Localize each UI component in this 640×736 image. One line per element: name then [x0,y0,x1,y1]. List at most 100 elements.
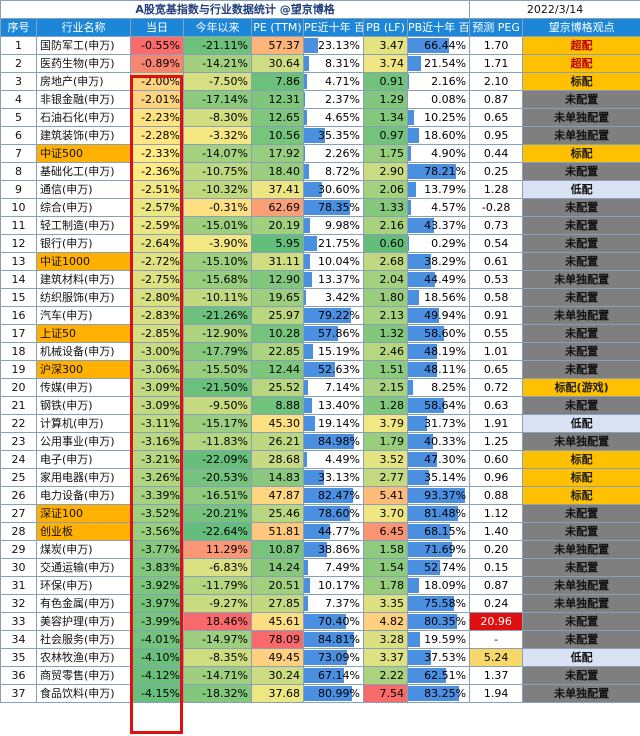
table-row: 10 综合(申万) -2.57% -0.31% 62.69 78.35% 1.33 4.57%… [0,198,640,217]
row-number: 7 [0,144,37,163]
row-pe-percentile-bar [304,236,317,251]
row-pe-percentile: 78.35% [303,198,364,217]
row-ytd-change: -12.90% [183,324,252,343]
row-pb: 2.77 [363,468,408,487]
row-pe-percentile-bar [304,542,327,557]
row-pb-percentile: 31.73% [406,414,471,433]
row-peg: 0.15 [469,558,524,577]
row-peg: 0.55 [469,324,524,343]
row-pe-percentile: 82.47% [303,486,364,505]
row-pb-percentile-value: 81.48% [424,507,467,520]
row-name: 综合(申万) [36,198,131,217]
row-pe: 25.46 [251,504,304,523]
row-day-change: -3.00% [130,342,184,361]
row-view: 标配 [522,486,640,505]
row-view: 未配置 [522,198,640,217]
row-pb-percentile: 0.29% [406,234,471,253]
row-peg: 0.61 [469,252,524,271]
row-ytd-change: -22.64% [183,522,252,541]
row-pe: 12.44 [251,360,304,379]
row-day-change: -2.33% [130,144,184,163]
row-pe-percentile-value: 4.49% [325,453,360,466]
row-peg: 0.53 [469,270,524,289]
row-pe-percentile: 7.49% [303,558,364,577]
row-pb-percentile: 49.94% [406,306,471,325]
row-view: 未配置 [522,558,640,577]
row-pe: 12.31 [251,90,304,109]
row-pb-percentile-bar [408,452,437,467]
row-pe-percentile-bar [304,344,313,359]
row-pe-percentile: 19.14% [303,414,364,433]
row-name: 有色金属(申万) [36,594,131,613]
row-pe-percentile: 70.40% [303,612,364,631]
row-pb-percentile-bar [408,254,432,269]
row-pe-percentile-bar [304,254,310,269]
row-name: 农林牧渔(申万) [36,648,131,667]
row-pe-percentile-value: 7.14% [325,381,360,394]
row-pb-percentile-bar [408,290,420,305]
row-view: 未单独配置 [522,594,640,613]
header-ytd: 今年以来 [183,18,252,37]
row-pb-percentile-value: 93.37% [424,489,467,502]
row-pe: 28.68 [251,450,304,469]
row-day-change: -3.39% [130,486,184,505]
row-pe-percentile-value: 2.37% [325,93,360,106]
row-pb-percentile: 44.49% [406,270,471,289]
row-pb-percentile-bar [408,380,414,395]
row-pb-percentile-value: 43.37% [424,219,467,232]
row-view: 低配 [522,180,640,199]
table-row: 16 汽车(申万) -2.83% -21.26% 25.97 79.22% 2.13 49.9… [0,306,640,325]
header-pb: PB (LF) [363,18,408,37]
row-day-change: -4.10% [130,648,184,667]
row-view: 未配置 [522,342,640,361]
row-view: 未配置 [522,90,640,109]
table-row: 18 机械设备(申万) -3.00% -17.79% 22.85 15.19% 2.46 48… [0,342,640,361]
header-no: 序号 [0,18,37,37]
row-pe-percentile-bar [304,416,316,431]
row-day-change: -2.57% [130,198,184,217]
row-pb: 3.35 [363,594,408,613]
row-pb: 1.51 [363,360,408,379]
row-view: 标配(游戏) [522,378,640,397]
table-row: 36 商贸零售(申万) -4.12% -14.71% 30.24 67.14% 2.22 62… [0,666,640,685]
table-row: 23 公用事业(申万) -3.16% -11.83% 26.21 84.98% 1.79 40… [0,432,640,451]
row-pb-percentile-value: 68.15% [424,525,467,538]
row-pb-percentile-bar [408,488,466,503]
row-pe-percentile: 73.09% [303,648,364,667]
row-ytd-change: -0.31% [183,198,252,217]
row-pe-percentile-bar [304,488,353,503]
header-pb-pct: PB近十年 百分位 [406,18,471,37]
table-row: 25 家用电器(申万) -3.26% -20.53% 14.83 33.13% 2.77 35… [0,468,640,487]
row-pb-percentile-bar [408,632,420,647]
row-pb-percentile-value: 10.25% [424,111,467,124]
row-view: 标配 [522,144,640,163]
row-pb-percentile-value: 8.25% [431,381,467,394]
row-pb-percentile-bar [408,326,444,341]
row-day-change: -3.52% [130,504,184,523]
row-pe-percentile-value: 38.86% [318,543,360,556]
table-row: 22 计算机(申万) -3.11% -15.17% 45.30 19.14% 3.79 31.… [0,414,640,433]
row-pe: 10.87 [251,540,304,559]
row-pe: 78.09 [251,630,304,649]
row-pe: 12.65 [251,108,304,127]
row-pe-percentile: 80.99% [303,684,364,703]
table-row: 5 石油石化(申万) -2.23% -8.30% 12.65 4.65% 1.34 10.25… [0,108,640,127]
row-day-change: -3.21% [130,450,184,469]
row-pe: 10.56 [251,126,304,145]
row-pb-percentile-value: 75.58% [424,597,467,610]
row-ytd-change: -21.26% [183,306,252,325]
row-pe-percentile-value: 30.60% [318,183,360,196]
row-pe-percentile-value: 2.26% [325,147,360,160]
row-name: 机械设备(申万) [36,342,131,361]
row-day-change: -2.01% [130,90,184,109]
table-row: 11 轻工制造(申万) -2.59% -15.01% 20.19 9.98% 2.16 43.… [0,216,640,235]
row-day-change: -3.56% [130,522,184,541]
table-row: 37 食品饮料(申万) -4.15% -18.32% 37.68 80.99% 7.54 83… [0,684,640,703]
row-pe-percentile-bar [304,146,306,161]
row-pe-percentile-bar [304,308,351,323]
row-pb-percentile: 93.37% [406,486,471,505]
table-row: 19 沪深300 -3.06% -15.50% 12.44 52.63% 1.51 48.11… [0,360,640,379]
row-ytd-change: -15.01% [183,216,252,235]
row-view: 未单独配置 [522,684,640,703]
row-pb-percentile-value: 52.74% [424,561,467,574]
